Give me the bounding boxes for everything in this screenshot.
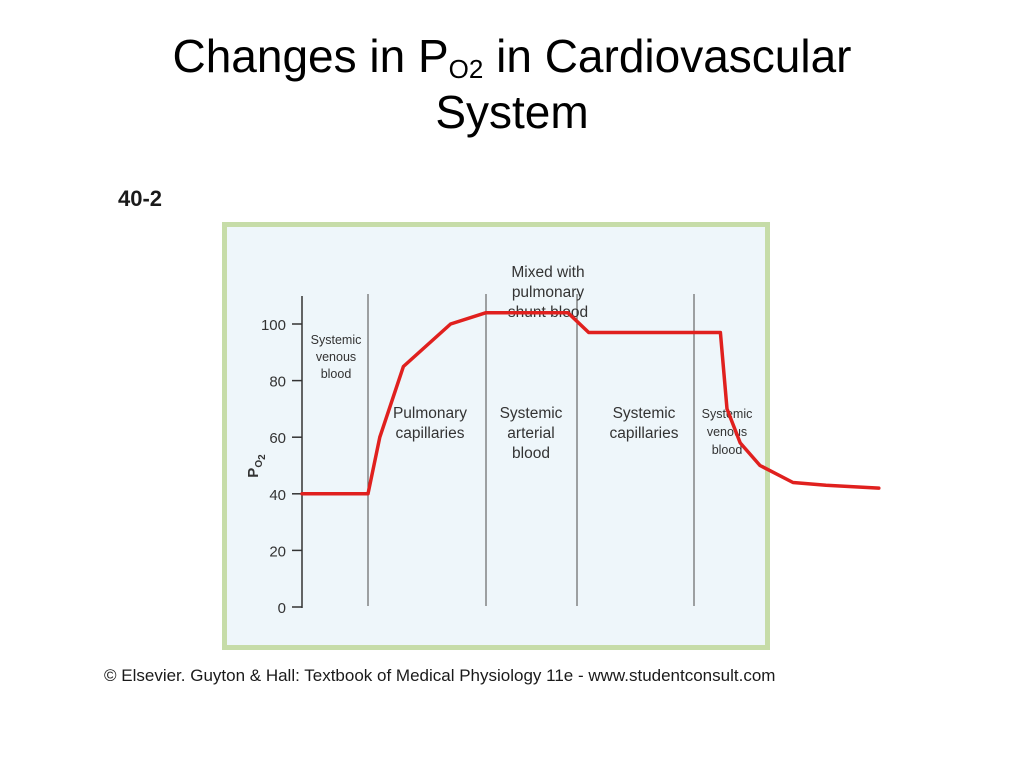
segment-label: Systemic: [311, 333, 362, 347]
figure-panel: [222, 222, 770, 650]
title-rest: in Cardiovascular: [483, 30, 852, 82]
segment-label: blood: [712, 443, 743, 457]
y-tick-label: 40: [269, 487, 286, 504]
y-tick-label: 20: [269, 543, 286, 560]
segment-label: Pulmonary: [393, 405, 467, 422]
segment-label: arterial: [507, 425, 554, 442]
y-tick-label: 80: [269, 374, 286, 391]
segment-label: venous: [316, 350, 356, 364]
segment-label: blood: [321, 367, 352, 381]
title-subscript: O2: [448, 54, 484, 84]
title-main: Changes in P: [172, 30, 449, 82]
y-axis-title-sub: O: [254, 460, 265, 468]
segment-label: Systemic: [702, 407, 753, 421]
y-tick-label: 0: [278, 600, 286, 617]
y-axis-title-sub2: 2: [257, 454, 268, 460]
segment-dividers: [367, 294, 695, 606]
po2-curve: [300, 310, 881, 496]
segment-label: Systemic: [613, 405, 676, 422]
segment-label: blood: [512, 445, 550, 462]
segment-label: venous: [707, 425, 747, 439]
annotation-line: pulmonary: [512, 284, 585, 301]
segment-label: Systemic: [500, 405, 563, 422]
y-axis: 100 80 60 40 20 0 PO2: [245, 296, 303, 617]
segment-label: capillaries: [396, 425, 465, 442]
slide-title: Changes in PO2 in Cardiovascular System: [0, 28, 1024, 140]
y-tick-label: 100: [261, 317, 286, 334]
segment-label: capillaries: [610, 425, 679, 442]
y-axis-title-main: P: [245, 468, 262, 478]
copyright-caption: © Elsevier. Guyton & Hall: Textbook of M…: [104, 666, 776, 685]
figure-label: 40-2: [118, 186, 163, 211]
annotation-line: Mixed with: [511, 264, 584, 281]
title-line2: System: [435, 86, 589, 138]
y-tick-label: 60: [269, 430, 286, 447]
y-axis-title: PO2: [245, 454, 268, 478]
po2-line: [300, 310, 881, 496]
